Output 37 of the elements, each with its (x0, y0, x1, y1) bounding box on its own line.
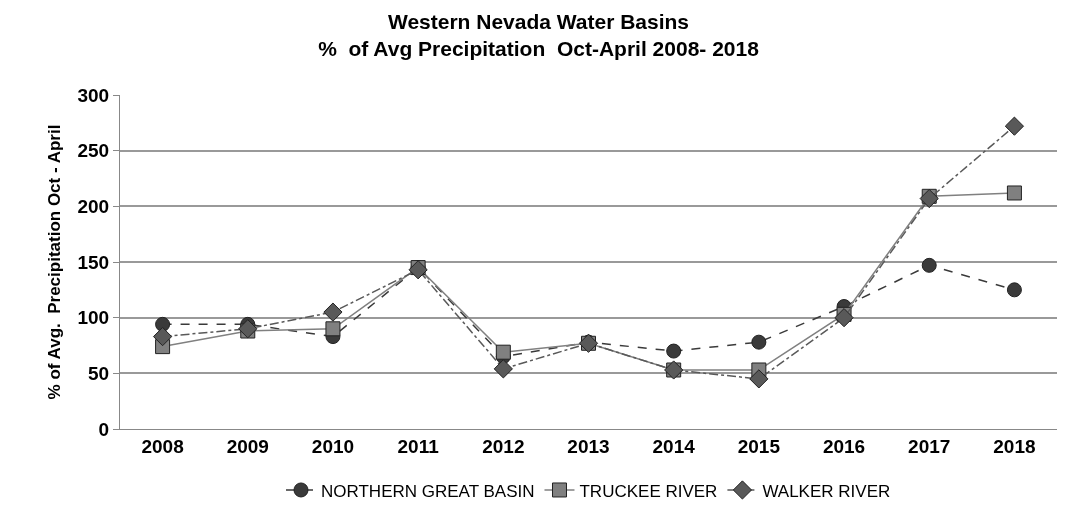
point (325, 321, 341, 337)
point (919, 188, 939, 209)
y-tick-label: 250 (77, 140, 110, 162)
y-tick-label: 100 (77, 307, 110, 329)
x-tick-label: 2009 (226, 435, 269, 457)
x-tick-label: 2012 (482, 435, 525, 457)
x-tick-label: 2014 (652, 435, 696, 457)
y-tick-label: 200 (77, 195, 110, 217)
y-tick-label: 50 (88, 362, 110, 384)
x-tick-label: 2016 (822, 435, 866, 457)
point (749, 369, 769, 389)
point (1006, 185, 1022, 201)
point (1004, 116, 1025, 136)
legend-label: WALKER RIVER (762, 481, 891, 501)
legend-label: TRUCKEE RIVER (579, 481, 718, 501)
point (666, 343, 682, 359)
point (495, 344, 511, 360)
y-axis-title: % of Avg. Precipitation Oct - April (45, 124, 65, 400)
point (921, 257, 937, 273)
x-tick-label: 2010 (311, 435, 355, 457)
chart-title: Western Nevada Water Basins % of Avg Precipitation Oct-April 2008- 2018 (318, 9, 760, 60)
point (834, 308, 854, 328)
y-tick-label: 300 (77, 84, 110, 106)
x-tick-label: 2011 (397, 435, 440, 457)
point (152, 326, 173, 347)
y-tick-label: 0 (98, 418, 110, 440)
point (323, 302, 343, 322)
x-tick-label: 2013 (567, 435, 610, 457)
x-tick-label: 2018 (993, 435, 1036, 457)
point (493, 359, 513, 379)
x-tick-label: 2008 (141, 435, 184, 457)
point (1006, 282, 1022, 298)
x-tick-label: 2015 (737, 435, 781, 457)
point (751, 334, 767, 350)
x-tick-label: 2017 (908, 435, 951, 457)
y-tick-label: 150 (77, 251, 110, 273)
legend-label: NORTHERN GREAT BASIN (321, 481, 535, 501)
